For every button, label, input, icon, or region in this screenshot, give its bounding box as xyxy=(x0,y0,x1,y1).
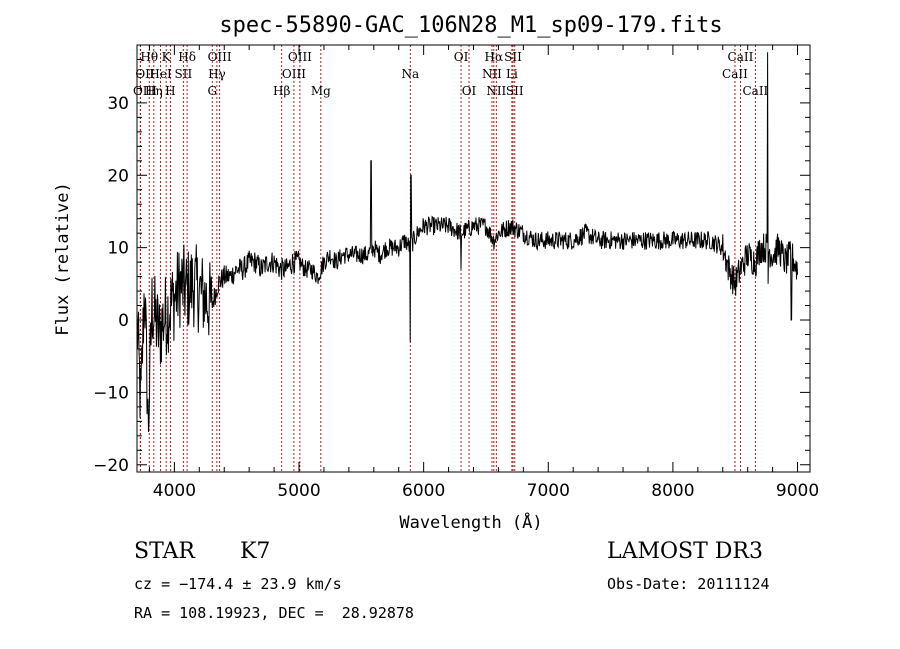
spectral-line-label: Hγ xyxy=(208,67,226,81)
spectral-line-label: NII xyxy=(482,67,502,81)
spectral-line-label: SII xyxy=(175,67,193,81)
spectral-line-label: Hη xyxy=(145,84,163,98)
plot-frame xyxy=(136,44,811,473)
spectral-line-label: Hβ xyxy=(273,84,290,98)
x-tick-label: 6000 xyxy=(402,481,445,501)
chart-title: spec-55890-GAC_106N28_M1_sp09-179.fits xyxy=(219,13,722,38)
spectral-line-label: K xyxy=(162,50,172,64)
spectral-line-label: H xyxy=(165,84,175,98)
x-tick-label: 4000 xyxy=(153,481,196,501)
spectral-line-label: CaII xyxy=(722,67,748,81)
spectral-line-label: OII xyxy=(135,67,155,81)
spectral-line-label: Hδ xyxy=(178,50,196,64)
spectral-line-label: OIII xyxy=(288,50,312,64)
spectral-line-label: OIII xyxy=(208,50,232,64)
x-tick-label: 7000 xyxy=(527,481,570,501)
spectral-line-label: Li xyxy=(506,67,518,81)
y-tick-label: −20 xyxy=(93,456,129,476)
y-tick-label: 10 xyxy=(107,239,129,259)
spectral-line-label: OI xyxy=(454,50,469,64)
x-axis-label: Wavelength (Å) xyxy=(399,511,542,533)
spectral-line-label: HeI xyxy=(149,67,172,81)
y-tick-label: 0 xyxy=(118,311,129,331)
y-tick-label: 30 xyxy=(107,94,129,114)
spectral-line-label: Hθ xyxy=(140,50,158,64)
spectral-line-label: G xyxy=(207,84,217,98)
spectral-line-label: OIII xyxy=(133,84,157,98)
spectral-line-label: NII xyxy=(486,84,506,98)
object-subclass: K7 xyxy=(240,539,271,564)
spectral-line-label: Na xyxy=(401,67,419,81)
spectral-line-label: SII xyxy=(506,84,524,98)
y-axis-ticks: −20 −10 0 10 20 30 xyxy=(93,58,810,476)
y-axis-label: Flux (relative) xyxy=(53,182,73,336)
object-class: STAR xyxy=(134,539,195,564)
spectral-line-label: CaII xyxy=(742,84,768,98)
spectral-line-label: SII xyxy=(504,50,522,64)
x-tick-label: 8000 xyxy=(651,481,694,501)
spectral-line-label: Hα xyxy=(485,50,504,64)
coordinates: RA = 108.19923, DEC = 28.92878 xyxy=(134,604,414,622)
spectral-line-label: Mg xyxy=(311,84,331,98)
x-tick-label: 9000 xyxy=(776,481,819,501)
spectrum-series-line xyxy=(136,52,798,433)
spectral-line-label: OIII xyxy=(282,67,306,81)
survey-name: LAMOST DR3 xyxy=(607,539,763,564)
y-tick-label: 20 xyxy=(107,166,129,186)
spectral-line-markers xyxy=(139,45,756,472)
spectral-line-label: OI xyxy=(462,84,477,98)
x-axis-ticks: 4000 5000 6000 7000 8000 9000 xyxy=(148,45,819,501)
x-tick-label: 5000 xyxy=(277,481,320,501)
spectral-line-label: CaII xyxy=(728,50,754,64)
y-tick-label: −10 xyxy=(93,383,129,403)
observation-date: Obs-Date: 20111124 xyxy=(607,575,770,593)
redshift-velocity: cz = −174.4 ± 23.9 km/s xyxy=(134,575,342,593)
